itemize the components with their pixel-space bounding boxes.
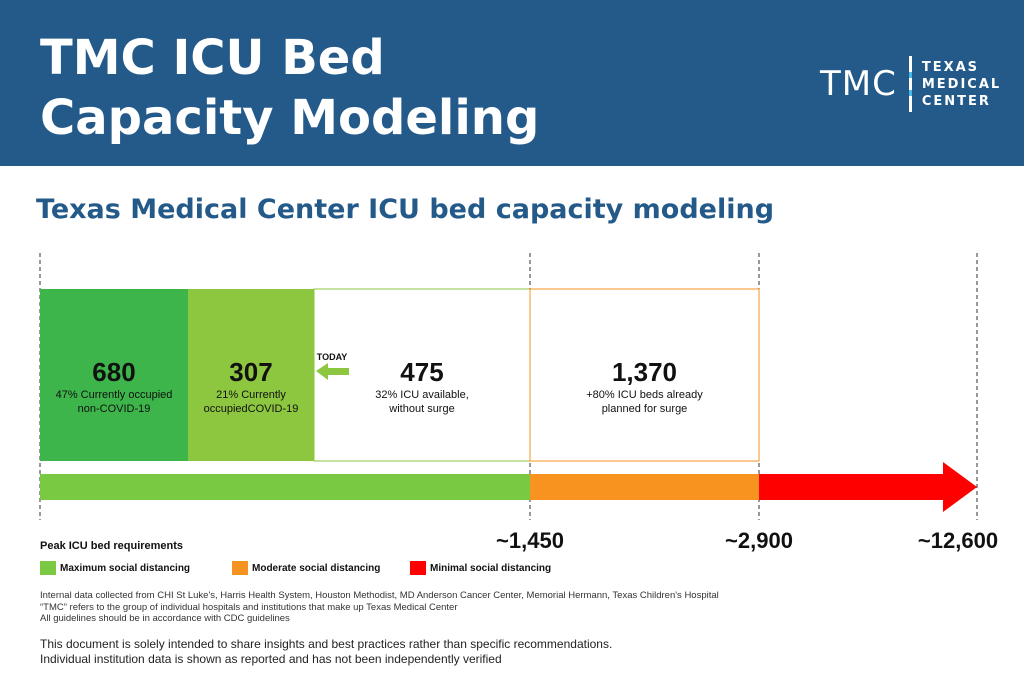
disclaimer-line-2: Individual institution data is shown as … <box>40 652 502 666</box>
logo-word-3: CENTER <box>921 93 991 109</box>
logo-word-2: MEDICAL <box>921 76 1002 92</box>
segment-value: 680 <box>92 357 135 387</box>
segment-label: without surge <box>388 403 454 415</box>
today-label: TODAY <box>317 352 348 362</box>
chart-subtitle: Texas Medical Center ICU bed capacity mo… <box>36 194 775 225</box>
legend-item-minimal: Minimal social distancing <box>410 561 551 575</box>
logo-wordmark: TEXAS MEDICAL CENTER <box>922 59 1001 110</box>
segment-label: 32% ICU available, <box>375 389 469 401</box>
requirement-bar <box>40 474 530 500</box>
segment-label: non-COVID-19 <box>78 403 151 415</box>
page-title: TMC ICU Bed Capacity Modeling <box>40 28 539 148</box>
legend-title: Peak ICU bed requirements <box>40 540 184 552</box>
requirement-label: ~12,600 <box>918 528 998 553</box>
title-line-2: Capacity Modeling <box>40 90 540 146</box>
header-banner: TMC ICU Bed Capacity Modeling TMC TEXAS … <box>0 0 1024 166</box>
today-arrow <box>316 363 349 380</box>
requirement-arrow <box>759 462 977 512</box>
tmc-logo: TMC TEXAS MEDICAL CENTER <box>820 56 1001 112</box>
segment-label: planned for surge <box>602 403 688 415</box>
legend-label-minimal: Minimal social distancing <box>430 562 552 574</box>
logo-divider <box>908 56 912 112</box>
footnotes: Internal data collected from CHI St Luke… <box>40 590 719 625</box>
segment-value: 1,370 <box>612 357 677 387</box>
footnote-3: All guidelines should be in accordance w… <box>40 613 290 624</box>
disclaimer-line-1: This document is solely intended to shar… <box>40 637 613 651</box>
segment-label: occupiedCOVID-19 <box>204 403 299 415</box>
capacity-segment <box>188 289 314 461</box>
requirement-bar <box>530 474 759 500</box>
legend-item-moderate: Moderate social distancing <box>232 561 380 575</box>
capacity-segment <box>529 288 760 462</box>
legend-swatch-minimal <box>410 561 426 575</box>
legend-item-maximum: Maximum social distancing <box>40 561 190 575</box>
footnote-1: Internal data collected from CHI St Luke… <box>40 590 719 601</box>
segment-label: 21% Currently <box>216 389 286 401</box>
segment-value: 475 <box>400 357 443 387</box>
disclaimer: This document is solely intended to shar… <box>40 637 612 667</box>
capacity-segment <box>40 289 188 461</box>
segment-label: +80% ICU beds already <box>586 389 703 401</box>
requirement-label: ~2,900 <box>725 528 793 553</box>
requirement-label: ~1,450 <box>496 528 564 553</box>
legend-swatch-maximum <box>40 561 56 575</box>
title-line-1: TMC ICU Bed <box>40 30 385 86</box>
legend-label-maximum: Maximum social distancing <box>60 562 191 574</box>
capacity-segment <box>313 288 531 462</box>
footnote-2: “TMC” refers to the group of individual … <box>40 601 458 613</box>
logo-word-1: TEXAS <box>921 59 980 75</box>
segment-label: 47% Currently occupied <box>56 389 173 401</box>
segment-value: 307 <box>229 357 272 387</box>
legend-label-moderate: Moderate social distancing <box>252 562 381 574</box>
legend-swatch-moderate <box>232 561 248 575</box>
logo-abbreviation: TMC <box>820 64 897 104</box>
